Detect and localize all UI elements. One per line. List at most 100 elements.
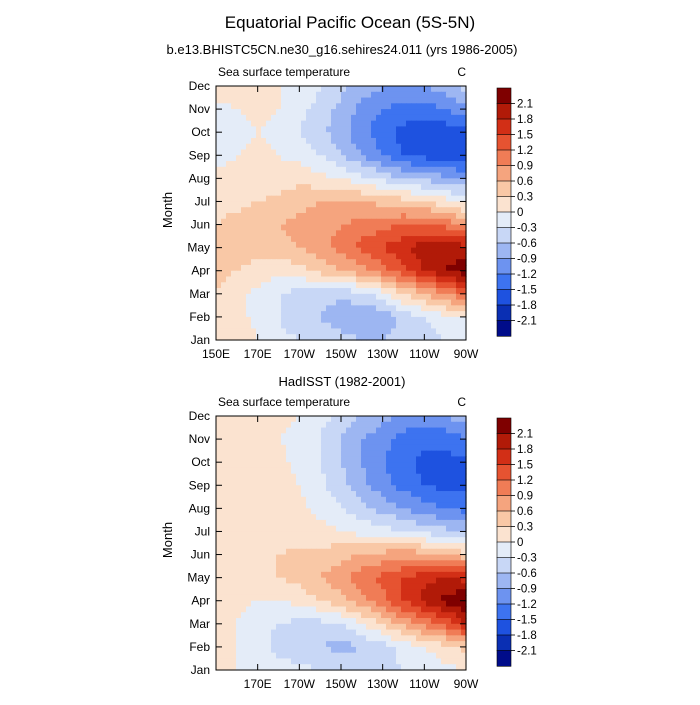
heatmap-cell (231, 583, 237, 590)
heatmap-cell (301, 201, 307, 208)
heatmap-cell (276, 270, 282, 278)
heatmap-cell (426, 433, 432, 440)
heatmap-cell (236, 416, 242, 423)
heatmap-cell (436, 421, 442, 429)
heatmap-cell (256, 473, 262, 481)
heatmap-cell (431, 548, 437, 556)
heatmap-cell (446, 230, 452, 237)
heatmap-cell (411, 583, 417, 590)
heatmap-cell (381, 288, 387, 295)
heatmap-cell (336, 416, 342, 423)
heatmap-cell (321, 652, 327, 660)
heatmap-cell (271, 316, 277, 324)
heatmap-cell (251, 218, 257, 226)
heatmap-cell (256, 635, 262, 642)
heatmap-cell (326, 103, 332, 110)
heatmap-cell (441, 473, 447, 481)
heatmap-cell (256, 91, 262, 99)
heatmap-cell (421, 259, 427, 266)
heatmap-cell (446, 612, 452, 619)
y-axis-label: Month (160, 192, 175, 228)
heatmap-cell (221, 109, 227, 116)
heatmap-cell (461, 322, 467, 330)
heatmap-cell (461, 462, 467, 469)
heatmap-cell (366, 172, 372, 179)
heatmap-cell (381, 195, 387, 203)
heatmap-cell (416, 270, 422, 278)
heatmap-cell (236, 293, 242, 301)
heatmap-cell (371, 641, 377, 648)
heatmap-cell (276, 184, 282, 191)
heatmap-cell (291, 543, 297, 550)
heatmap-cell (216, 519, 222, 527)
heatmap-cell (436, 224, 442, 231)
y-tick-label: Jan (191, 663, 210, 677)
heatmap-cell (416, 189, 422, 197)
heatmap-cell (226, 161, 232, 168)
x-tick-label: 170W (284, 677, 316, 691)
heatmap-cell (366, 629, 372, 636)
heatmap-cell (436, 334, 442, 341)
heatmap-cell (411, 195, 417, 203)
heatmap-cell (301, 322, 307, 330)
heatmap-cell (311, 439, 317, 446)
heatmap-cell (286, 606, 292, 613)
heatmap-cell (276, 462, 282, 469)
heatmap-cell (316, 566, 322, 573)
heatmap-cell (421, 548, 427, 556)
heatmap-cell (291, 126, 297, 133)
heatmap-cell (291, 577, 297, 585)
heatmap-cell (441, 589, 447, 596)
heatmap-cell (301, 543, 307, 550)
heatmap-cell (296, 502, 302, 509)
heatmap-cell (451, 247, 457, 255)
heatmap-cell (421, 519, 427, 527)
heatmap-cell (241, 114, 247, 122)
heatmap-cell (281, 462, 287, 469)
heatmap-cell (436, 195, 442, 203)
heatmap-cell (271, 241, 277, 249)
heatmap-cell (441, 155, 447, 162)
heatmap-cell (316, 646, 322, 654)
heatmap-cell (321, 230, 327, 237)
heatmap-cell (321, 218, 327, 226)
heatmap-cell (251, 132, 257, 139)
heatmap-cell (366, 282, 372, 289)
heatmap-cell (371, 496, 377, 504)
heatmap-cell (261, 172, 267, 179)
heatmap-cell (316, 473, 322, 481)
heatmap-cell (441, 462, 447, 469)
heatmap-cell (321, 253, 327, 260)
heatmap-cell (276, 276, 282, 283)
heatmap-cell (281, 86, 287, 93)
heatmap-cell (276, 571, 282, 579)
heatmap-cell (291, 276, 297, 283)
heatmap-cell (391, 525, 397, 533)
heatmap-cell (276, 548, 282, 556)
heatmap-cell (391, 276, 397, 283)
heatmap-cell (411, 589, 417, 596)
heatmap-cell (256, 566, 262, 573)
heatmap-cell (241, 166, 247, 174)
heatmap-cell (236, 571, 242, 579)
heatmap-cell (236, 467, 242, 475)
heatmap-cell (246, 462, 252, 469)
heatmap-cell (331, 612, 337, 619)
heatmap-cell (426, 491, 432, 498)
heatmap-cell (431, 433, 437, 440)
heatmap-cell (456, 178, 462, 185)
heatmap-cell (291, 491, 297, 498)
heatmap-cell (236, 178, 242, 185)
heatmap-cell (451, 218, 457, 226)
heatmap-cell (311, 462, 317, 469)
heatmap-cell (406, 120, 412, 128)
y-tick-label: Nov (189, 432, 210, 446)
heatmap-cell (396, 618, 402, 625)
heatmap-cell (321, 288, 327, 295)
heatmap-cell (446, 583, 452, 590)
heatmap-cell (226, 479, 232, 486)
heatmap-cell (416, 467, 422, 475)
heatmap-cell (401, 91, 407, 99)
heatmap-cell (216, 328, 222, 335)
heatmap-cell (461, 288, 467, 295)
